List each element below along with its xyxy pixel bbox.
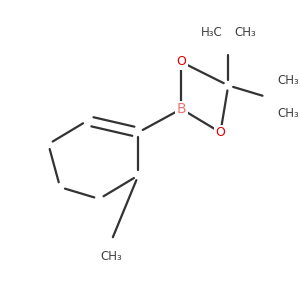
Text: CH₃: CH₃: [277, 74, 299, 87]
Text: CH₃: CH₃: [234, 26, 256, 38]
Text: H₃C: H₃C: [201, 26, 222, 38]
Text: CH₃: CH₃: [100, 250, 122, 263]
Text: B: B: [176, 102, 186, 116]
Text: O: O: [215, 126, 225, 139]
Text: CH₃: CH₃: [277, 107, 299, 120]
Text: O: O: [176, 56, 186, 68]
